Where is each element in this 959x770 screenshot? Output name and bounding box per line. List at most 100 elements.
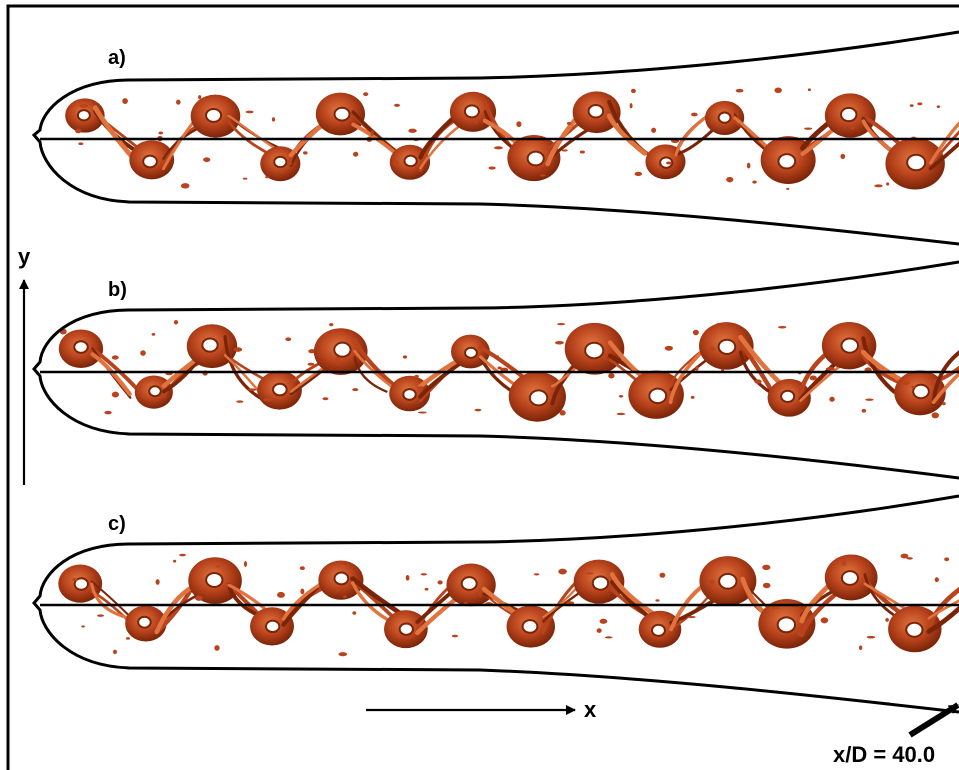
vortex-core: [776, 616, 797, 634]
vortex-debris: [820, 617, 829, 624]
vortex-debris: [631, 88, 636, 94]
vortex-core: [137, 615, 152, 629]
vortex-debris: [203, 157, 211, 163]
vortex-debris: [307, 362, 315, 366]
vortex-debris: [778, 325, 787, 329]
vortex-debris: [909, 104, 914, 107]
vortex-debris: [796, 629, 802, 633]
vortex-debris: [579, 150, 586, 154]
vortex-debris: [865, 398, 874, 401]
vortex-debris: [746, 162, 751, 169]
vortex-debris: [236, 400, 244, 403]
vortex-debris: [451, 634, 459, 638]
panel-b-vortices: [58, 320, 959, 422]
vortex-debris: [540, 174, 546, 177]
vortex-debris: [618, 394, 624, 398]
vortex-debris: [299, 566, 305, 571]
vortex-debris: [901, 381, 911, 385]
vortex-debris: [900, 553, 909, 559]
vortex-debris: [271, 117, 276, 122]
vortex-debris: [604, 636, 613, 639]
vortex-debris: [111, 355, 119, 360]
vortex-debris: [97, 614, 105, 617]
vortex-debris: [655, 599, 660, 602]
panel-b: b): [32, 260, 959, 480]
vortex-filament: [926, 586, 959, 632]
vortex-debris: [494, 146, 503, 150]
vortex-debris: [934, 577, 939, 583]
vortex-core: [333, 106, 351, 122]
vortex-debris: [424, 587, 429, 591]
vortex-debris: [786, 187, 790, 190]
vortex-debris: [81, 625, 85, 628]
vortex-core: [717, 111, 732, 124]
vortex-core: [73, 577, 89, 591]
vortex-debris: [829, 396, 835, 402]
vortex-core: [460, 576, 478, 591]
vortex-debris: [616, 412, 626, 416]
vortex-debris: [175, 99, 181, 105]
vortex-core: [777, 153, 797, 170]
vortex-debris: [335, 356, 340, 362]
vortex-debris: [113, 649, 117, 655]
vortex-core: [272, 382, 288, 397]
vortex-debris: [263, 398, 272, 402]
vortex-debris: [690, 395, 695, 399]
vortex-debris: [408, 128, 417, 133]
vortex-debris: [158, 131, 164, 135]
vortex-debris: [79, 104, 89, 108]
vortex-debris: [245, 110, 254, 114]
panel-c-wake-outline: [32, 494, 959, 714]
vortex-core: [591, 575, 610, 591]
vortex-debris: [405, 574, 410, 581]
vortex-debris: [155, 579, 160, 585]
vortex-core: [463, 104, 480, 119]
x-axis-label: x: [584, 697, 597, 722]
vortex-debris: [418, 411, 427, 414]
vortex-debris: [352, 388, 359, 392]
vortex-debris: [308, 349, 316, 354]
vortex-debris: [561, 149, 568, 152]
vortex-debris: [342, 595, 347, 599]
vortex-debris: [477, 96, 482, 99]
vortex-debris: [608, 372, 615, 379]
vortex-debris: [691, 112, 698, 117]
vortex-debris: [770, 607, 780, 610]
vortex-core: [780, 389, 796, 404]
vortex-debris: [75, 128, 82, 134]
vortex-core: [840, 337, 860, 354]
vortex-filament: [931, 371, 959, 405]
vortex-core: [584, 341, 605, 360]
vortex-filament: [606, 113, 648, 156]
vortex-core: [402, 388, 417, 401]
vortex-core: [840, 570, 859, 586]
vortex-core: [905, 621, 924, 638]
vortex-debris: [885, 617, 889, 622]
vortex-debris: [559, 410, 566, 416]
vortex-debris: [140, 350, 146, 356]
vortex-debris: [774, 87, 782, 94]
figure-frame: [6, 4, 959, 770]
panel-a: a): [31, 30, 959, 246]
vortex-debris: [936, 105, 941, 109]
panel-b-wake-outline: [32, 260, 959, 480]
vortex-debris: [338, 652, 348, 657]
vortex-debris: [173, 559, 177, 563]
vortex-debris: [265, 175, 269, 179]
vortex-debris: [710, 346, 715, 352]
vortex-core: [528, 389, 549, 407]
vortex-debris: [666, 161, 672, 165]
vortex-debris: [708, 579, 715, 585]
vortex-filament: [668, 350, 704, 404]
vortex-debris: [735, 88, 744, 93]
vortex-debris: [944, 557, 950, 562]
vortex-core: [912, 383, 930, 400]
vortex-debris: [695, 365, 699, 371]
vortex-debris: [194, 595, 203, 601]
vortex-core: [201, 337, 219, 353]
vortex-debris: [303, 151, 308, 155]
vortex-debris: [660, 611, 666, 617]
vortex-debris: [392, 161, 399, 166]
vortex-core: [333, 571, 350, 586]
vortex-debris: [754, 379, 762, 384]
